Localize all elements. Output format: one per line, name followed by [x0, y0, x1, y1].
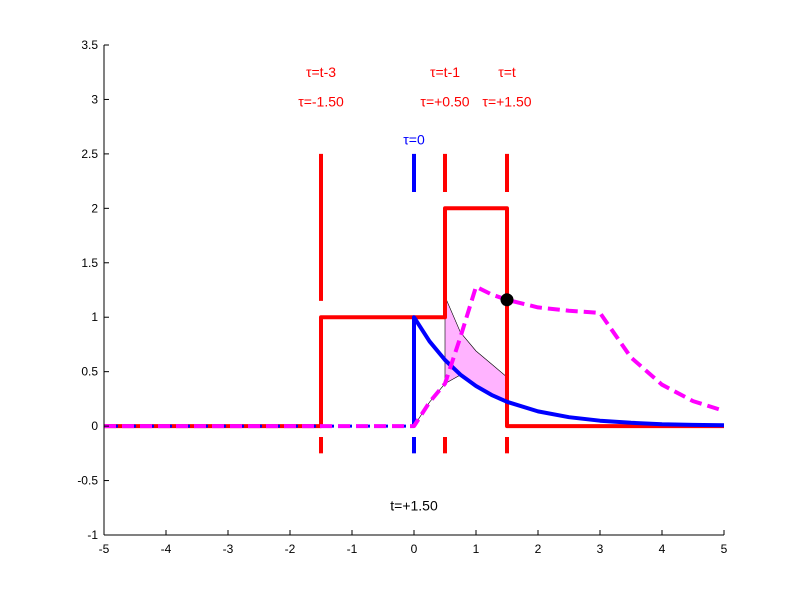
series-line-convolution-result-f-g-t	[104, 284, 725, 429]
x-tick-label: -4	[161, 542, 172, 556]
ann-tau-p150: τ=+1.50	[482, 94, 531, 110]
tick-layer: -5 -4 -3 -2 -1 0 1 2 3 4 5 -1 -0.5 0 0.5 1 1.5 2 2.5 3 3.5	[77, 38, 727, 556]
x-tick-label: 2	[535, 542, 542, 556]
x-tick-label: -3	[223, 542, 234, 556]
point-layer	[500, 293, 514, 307]
ann-tau-0: τ=0	[403, 132, 425, 148]
y-tick-label: 2.5	[81, 147, 98, 161]
y-tick-label: -0.5	[77, 474, 98, 488]
plot-background	[104, 45, 724, 535]
vertical-marker-layer	[319, 153, 509, 454]
ann-tau-t: τ=t	[498, 64, 516, 80]
current-value-point	[500, 293, 514, 307]
ann-tau-t-1: τ=t-1	[430, 64, 460, 80]
series-line-f-tau-shifted-input	[104, 206, 724, 429]
series-line-g-tau-impulse-response	[412, 315, 725, 428]
annotation-layer: τ=t-3 τ=-1.50 τ=t-1 τ=+0.50 τ=t τ=+1.50 τ=0 t=+…	[298, 64, 532, 513]
x-tick-label: 5	[721, 542, 728, 556]
y-tick-label: 1	[91, 310, 98, 324]
y-tick-label: 0.5	[81, 365, 98, 379]
series-layer	[104, 206, 725, 429]
x-tick-label: 4	[659, 542, 666, 556]
ann-tau-m150: τ=-1.50	[298, 94, 344, 110]
ann-tau-p050: τ=+0.50	[420, 94, 469, 110]
x-tick-label: 3	[597, 542, 604, 556]
x-tick-label: 1	[473, 542, 480, 556]
x-tick-label: -5	[99, 542, 110, 556]
y-tick-label: 1.5	[81, 256, 98, 270]
ann-time: t=+1.50	[390, 498, 438, 514]
y-tick-label: 2	[91, 201, 98, 215]
ann-tau-t-3: τ=t-3	[306, 64, 336, 80]
y-tick-label: 3.5	[81, 38, 98, 52]
x-tick-label: 0	[411, 542, 418, 556]
x-tick-label: -1	[347, 542, 358, 556]
y-tick-label: -1	[87, 528, 98, 542]
y-tick-label: 0	[91, 419, 98, 433]
x-tick-label: -2	[285, 542, 296, 556]
y-tick-label: 3	[91, 92, 98, 106]
